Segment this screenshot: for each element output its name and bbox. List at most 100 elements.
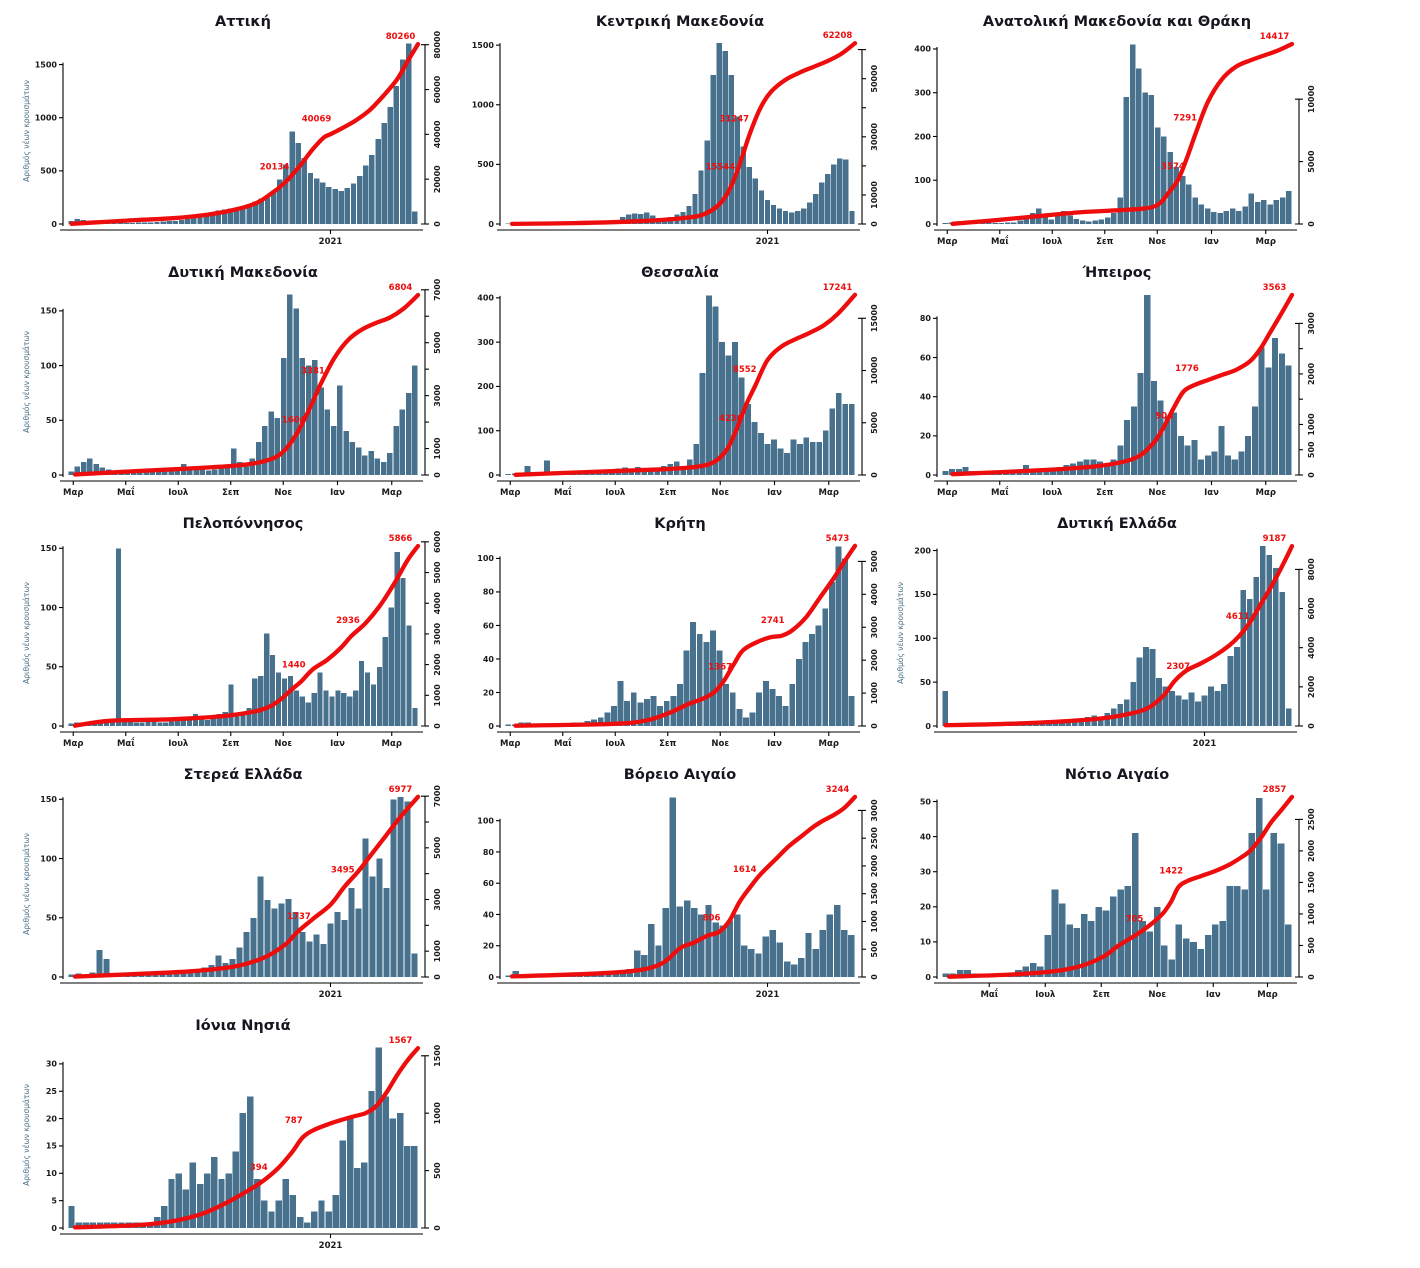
- cumulative-line: [69, 41, 421, 226]
- cumulative-annotation: 3381: [301, 366, 325, 376]
- left-tick-label: 0: [51, 1224, 57, 1233]
- left-tick-label: 0: [488, 722, 494, 731]
- left-tick-label: 50: [920, 797, 932, 806]
- x-tick-label: Μαρ: [500, 739, 520, 749]
- left-tick-label: 25: [46, 1087, 58, 1096]
- left-tick-label: 0: [925, 973, 931, 982]
- right-tick-label: 500: [870, 940, 879, 957]
- x-axis: Μαρ Μαΐ Ιουλ Σεπ Νοε Ιαν Μαρ: [934, 229, 1297, 247]
- left-axis: 0 50 100 150 200: [914, 546, 938, 731]
- left-axis: 0 100 200 300 400: [477, 294, 501, 480]
- left-tick-label: 80: [483, 588, 495, 597]
- left-tick-label: 200: [477, 382, 494, 391]
- right-tick-label: 1000: [870, 682, 879, 705]
- right-tick-label: 4000: [433, 592, 442, 615]
- cumulative-annotation: 6804: [389, 283, 413, 293]
- right-tick-label: 15000: [870, 304, 879, 332]
- left-tick-label: 10: [46, 1169, 58, 1178]
- x-tick-label: Νοε: [711, 488, 729, 498]
- right-axis: 0 5000 10000 15000: [858, 304, 879, 478]
- x-tick-label: Μαΐ: [117, 737, 135, 749]
- right-tick-label: 10000: [870, 181, 879, 209]
- right-tick-label: 0: [433, 723, 442, 729]
- x-tick-label: 2021: [319, 237, 343, 247]
- x-axis: Μαρ Μαΐ Ιουλ Σεπ Νοε Ιαν Μαρ: [497, 731, 860, 749]
- right-axis: 0 20000 40000 60000 80000: [421, 30, 442, 227]
- left-tick-label: 150: [914, 590, 931, 599]
- right-tick-label: 2000: [870, 649, 879, 672]
- chart-title: Δυτική Ελλάδα: [1057, 516, 1177, 532]
- x-tick-label: Ιαν: [767, 739, 782, 749]
- x-tick-label: Σεπ: [659, 739, 677, 749]
- right-tick-label: 1000: [433, 940, 442, 963]
- annotations: 1567 787 394: [250, 1036, 413, 1173]
- left-axis: 0 50 100 150: [40, 307, 64, 480]
- left-tick-label: 150: [40, 795, 57, 804]
- annotations: 2857 1422 705: [1126, 785, 1287, 925]
- y-axis-label: Αριθμός νέων κρουσμάτων: [22, 80, 31, 182]
- x-tick-label: Νοε: [274, 488, 292, 498]
- x-tick-label: Ιουλ: [1042, 237, 1063, 247]
- cumulative-annotation: 20134: [260, 163, 290, 173]
- chart-svg-3: Ανατολική Μακεδονία και Θράκη 0 100 200 300 4…: [914, 14, 1316, 247]
- left-tick-label: 50: [46, 416, 58, 425]
- right-tick-label: 2000: [870, 854, 879, 877]
- right-tick-label: 1500: [870, 882, 879, 905]
- cumulative-annotation: 1776: [1175, 364, 1199, 374]
- right-tick-label: 3000: [433, 622, 442, 645]
- right-tick-label: 0: [870, 723, 879, 729]
- chart-cell-7: Πελοπόννησος 0 50 100 150 0 1000 2000 3000 4000 50…: [18, 514, 455, 765]
- bars-series: [68, 548, 418, 726]
- cumulative-annotation: 394: [250, 1163, 268, 1173]
- left-tick-label: 0: [925, 220, 931, 229]
- right-axis: 0 1000 3000 5000 7000: [421, 278, 442, 478]
- bars-series: [505, 546, 855, 726]
- right-tick-label: 0: [870, 974, 879, 980]
- right-tick-label: 2500: [870, 827, 879, 850]
- left-tick-label: 0: [51, 973, 57, 982]
- chart-svg-13: Ιόνια Νησιά 0 5 10 15 20 25 30 0 500 1000 1500 2021 1…: [22, 1018, 442, 1251]
- left-tick-label: 200: [914, 546, 931, 555]
- cumulative-annotation: 5866: [389, 534, 413, 544]
- x-tick-label: Μαρ: [937, 237, 957, 247]
- y-axis-label: Αριθμός νέων κρουσμάτων: [22, 582, 31, 684]
- cumulative-annotation: 3244: [826, 785, 850, 795]
- left-tick-label: 100: [40, 361, 57, 370]
- left-tick-label: 15: [46, 1142, 58, 1151]
- annotations: 17241 8552 4236: [719, 283, 852, 424]
- cumulative-annotation: 14417: [1260, 32, 1290, 42]
- x-tick-label: Μαρ: [1256, 237, 1276, 247]
- chart-title: Κρήτη: [654, 516, 706, 532]
- left-tick-label: 0: [488, 220, 494, 229]
- right-tick-label: 5000: [870, 411, 879, 434]
- right-tick-label: 0: [1307, 723, 1316, 729]
- annotations: 3563 1776 904: [1155, 283, 1286, 422]
- left-tick-label: 20: [483, 942, 495, 951]
- chart-cell-10: Στερεά Ελλάδα 0 50 100 150 0 1000 3000 5000 7000 2…: [18, 765, 455, 1016]
- left-tick-label: 60: [483, 621, 495, 630]
- chart-cell-9: Δυτική Ελλάδα 0 50 100 150 200 0 2000 4000 6000 80…: [892, 514, 1329, 765]
- left-tick-label: 300: [914, 89, 931, 98]
- cumulative-line: [509, 794, 858, 979]
- bars-series: [505, 295, 855, 475]
- y-axis-label: Αριθμός νέων κρουσμάτων: [22, 1084, 31, 1186]
- left-tick-label: 0: [51, 471, 57, 480]
- x-tick-label: Ιαν: [330, 488, 345, 498]
- cumulative-annotation: 1422: [1159, 867, 1183, 877]
- right-tick-label: 1000: [870, 910, 879, 933]
- left-tick-label: 30: [920, 868, 932, 877]
- right-tick-label: 30000: [870, 122, 879, 150]
- cumulative-annotation: 2307: [1166, 662, 1190, 672]
- cumulative-annotation: 1737: [287, 912, 311, 922]
- right-tick-label: 2500: [1307, 808, 1316, 831]
- chart-svg-7: Πελοπόννησος 0 50 100 150 0 1000 2000 3000 4000 50…: [22, 516, 442, 749]
- right-tick-label: 8000: [1307, 558, 1316, 581]
- x-tick-label: Μαΐ: [980, 988, 998, 1000]
- cumulative-annotation: 6977: [389, 785, 413, 795]
- right-axis: 0 500 1000 2000 3000: [1295, 312, 1316, 478]
- chart-cell-5: Θεσσαλία 0 100 200 300 400 0 5000 10000 15000 Μαρ Μ…: [455, 263, 892, 514]
- chart-title: Ήπειρος: [1082, 265, 1152, 281]
- chart-cell-2: Κεντρική Μακεδονία 0 500 1000 1500 0 10000 3000…: [455, 12, 892, 263]
- x-tick-label: 2021: [756, 237, 780, 247]
- cumulative-annotation: 806: [703, 913, 721, 923]
